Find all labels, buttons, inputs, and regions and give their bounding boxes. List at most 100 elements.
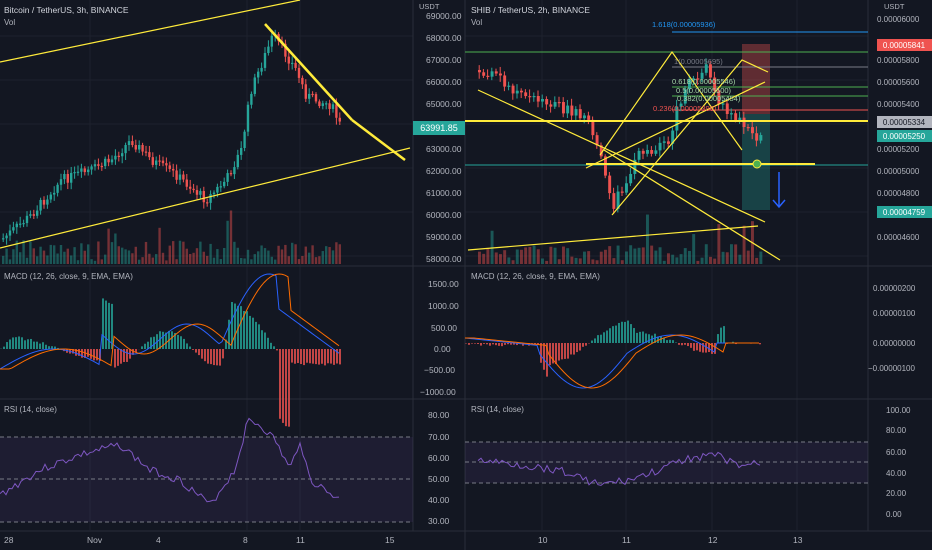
volume-bar bbox=[696, 260, 700, 264]
btc-rsi-label[interactable]: RSI (14, close) bbox=[4, 405, 57, 414]
volume-bar bbox=[131, 253, 134, 264]
volume-bar bbox=[42, 250, 46, 264]
volume-bar bbox=[80, 243, 83, 264]
svg-text:0.382(0.00005454): 0.382(0.00005454) bbox=[677, 94, 741, 103]
volume-bar bbox=[331, 250, 335, 264]
candle-body bbox=[314, 94, 318, 102]
volume-bar bbox=[328, 247, 331, 264]
badge-target-text: 0.00004759 bbox=[883, 208, 926, 217]
svg-text:63000.00: 63000.00 bbox=[426, 144, 462, 154]
volume-bar bbox=[503, 250, 507, 264]
candle-body bbox=[308, 93, 311, 99]
candle-body bbox=[304, 84, 307, 99]
candle-body bbox=[175, 170, 178, 180]
macd-histogram-bar bbox=[723, 326, 725, 343]
badge-current-text: 0.00005334 bbox=[883, 118, 926, 127]
candle-body bbox=[56, 184, 59, 193]
macd-histogram-bar bbox=[510, 343, 512, 345]
volume-bar bbox=[314, 257, 318, 264]
candle-body bbox=[114, 155, 117, 160]
volume-bar bbox=[216, 249, 219, 264]
shib-rsi-label[interactable]: RSI (14, close) bbox=[471, 405, 524, 414]
btc-title[interactable]: Bitcoin / TetherUS, 3h, BINANCE bbox=[4, 5, 129, 15]
volume-bar bbox=[158, 227, 161, 264]
shib-title[interactable]: SHIB / TetherUS, 2h, BINANCE bbox=[471, 5, 590, 15]
svg-text:0.00: 0.00 bbox=[434, 344, 451, 354]
volume-bar bbox=[212, 257, 216, 264]
candle-body bbox=[507, 85, 511, 87]
macd-histogram-bar bbox=[216, 349, 218, 366]
macd-histogram-bar bbox=[627, 320, 629, 343]
btc-macd-axis: 1500.00 1000.00 500.00 0.00 −1000.00 −50… bbox=[420, 279, 459, 397]
volume-bar bbox=[599, 251, 603, 264]
svg-text:80.00: 80.00 bbox=[886, 426, 907, 435]
candle-body bbox=[2, 238, 5, 240]
short-position-stop-zone bbox=[742, 44, 770, 114]
macd-histogram-bar bbox=[204, 349, 206, 362]
candle-body bbox=[138, 145, 141, 150]
macd-histogram-bar bbox=[255, 321, 257, 349]
macd-histogram-bar bbox=[600, 334, 602, 343]
svg-text:1.618(0.00005936): 1.618(0.00005936) bbox=[652, 20, 716, 29]
candle-body bbox=[650, 150, 654, 154]
macd-histogram-bar bbox=[108, 302, 110, 349]
shib-macd-label[interactable]: MACD (12, 26, close, 9, EMA, EMA) bbox=[471, 272, 600, 281]
candle-body bbox=[76, 171, 80, 173]
candle-body bbox=[671, 130, 675, 144]
volume-bar bbox=[90, 259, 93, 264]
candle-body bbox=[66, 174, 69, 183]
volume-bar bbox=[566, 248, 570, 264]
svg-text:66000.00: 66000.00 bbox=[426, 77, 462, 87]
macd-histogram-bar bbox=[690, 343, 692, 348]
macd-histogram-bar bbox=[549, 343, 551, 366]
volume-bar bbox=[185, 248, 188, 264]
candle-body bbox=[734, 113, 738, 121]
macd-histogram-bar bbox=[594, 338, 596, 343]
candle-body bbox=[19, 223, 22, 225]
candle-body bbox=[216, 186, 219, 193]
volume-bar bbox=[87, 244, 90, 264]
volume-bar bbox=[511, 260, 515, 264]
macd-histogram-bar bbox=[300, 349, 302, 365]
macd-histogram-bar bbox=[669, 339, 671, 343]
volume-bar bbox=[46, 255, 49, 264]
candle-body bbox=[751, 127, 754, 134]
candle-body bbox=[713, 77, 717, 91]
macd-histogram-bar bbox=[285, 349, 287, 427]
macd-histogram-bar bbox=[222, 349, 224, 359]
svg-text:4: 4 bbox=[156, 535, 161, 545]
btc-rsi-line bbox=[0, 417, 340, 503]
macd-histogram-bar bbox=[636, 332, 638, 343]
macd-histogram-bar bbox=[15, 337, 17, 349]
volume-bar bbox=[591, 259, 595, 264]
macd-histogram-bar bbox=[153, 336, 155, 349]
candle-body bbox=[536, 95, 540, 102]
volume-bar bbox=[22, 240, 25, 264]
volume-bar bbox=[294, 244, 297, 264]
volume-bar bbox=[97, 241, 100, 264]
btc-macd-label[interactable]: MACD (12, 26, close, 9, EMA, EMA) bbox=[4, 272, 133, 281]
macd-histogram-bar bbox=[615, 325, 617, 343]
svg-text:40.00: 40.00 bbox=[886, 469, 907, 478]
candle-body bbox=[625, 183, 628, 193]
macd-histogram-bar bbox=[645, 333, 647, 343]
volume-bar bbox=[616, 245, 620, 264]
macd-histogram-bar bbox=[273, 346, 275, 349]
candle-body bbox=[284, 43, 287, 57]
svg-text:11: 11 bbox=[296, 535, 305, 545]
macd-histogram-bar bbox=[159, 331, 161, 349]
candle-body bbox=[654, 150, 658, 154]
shib-tick-54: 0.00005400 bbox=[877, 100, 920, 109]
btc-volume-bars bbox=[2, 210, 341, 264]
macd-histogram-bar bbox=[210, 349, 212, 365]
candle-body bbox=[545, 99, 549, 105]
candle-body bbox=[591, 119, 595, 136]
candle-body bbox=[46, 199, 49, 205]
candle-body bbox=[121, 153, 124, 157]
volume-bar bbox=[8, 259, 12, 264]
candle-body bbox=[482, 72, 486, 76]
svg-text:1500.00: 1500.00 bbox=[428, 279, 459, 289]
macd-histogram-bar bbox=[21, 337, 23, 349]
macd-histogram-bar bbox=[252, 317, 254, 349]
